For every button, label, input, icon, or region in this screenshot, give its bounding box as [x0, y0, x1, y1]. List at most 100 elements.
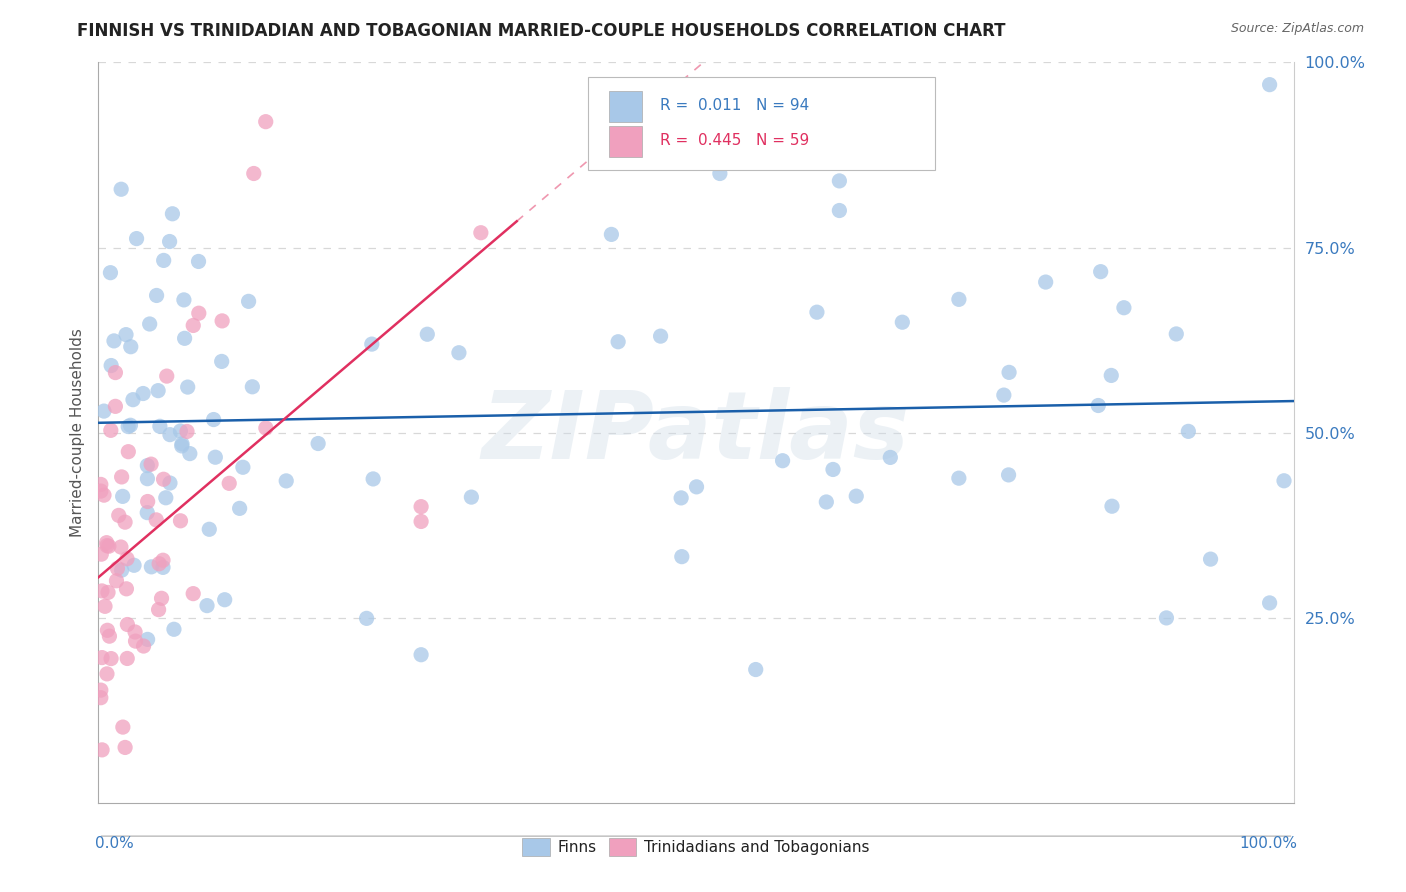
Point: [1035, 275, 1057, 289]
Point: [198, 522, 221, 536]
Point: [745, 663, 768, 677]
Point: [181, 587, 204, 601]
Point: [148, 557, 170, 571]
Point: [136, 506, 159, 520]
Point: [90, 683, 112, 698]
Point: [948, 471, 970, 485]
Point: [94, 599, 117, 614]
Point: [254, 421, 277, 435]
Point: [1156, 611, 1178, 625]
Point: [772, 453, 794, 467]
Point: [90, 690, 112, 705]
Point: [91, 743, 114, 757]
Point: [162, 207, 184, 221]
Point: [117, 617, 139, 632]
Point: [100, 266, 122, 280]
Point: [159, 235, 181, 249]
Point: [96, 539, 118, 553]
Point: [1087, 399, 1109, 413]
Point: [828, 203, 851, 218]
Point: [110, 182, 132, 196]
Point: [1258, 596, 1281, 610]
Point: [136, 632, 159, 647]
Point: [170, 437, 193, 451]
Point: [105, 574, 128, 588]
Point: [1177, 425, 1199, 439]
Point: [845, 489, 868, 503]
Point: [93, 488, 115, 502]
Point: [136, 494, 159, 508]
Point: [243, 166, 266, 180]
FancyBboxPatch shape: [589, 78, 935, 169]
Point: [90, 477, 112, 491]
Point: [447, 345, 470, 359]
Point: [132, 639, 155, 653]
Point: [195, 599, 218, 613]
Point: [411, 500, 433, 514]
Point: [669, 491, 692, 505]
Point: [806, 305, 828, 319]
Point: [100, 651, 122, 665]
FancyBboxPatch shape: [609, 91, 643, 121]
Point: [96, 535, 118, 549]
Point: [145, 288, 167, 302]
Point: [211, 354, 233, 368]
Point: [411, 648, 433, 662]
Point: [211, 314, 233, 328]
Point: [152, 253, 174, 268]
Point: [117, 419, 139, 434]
Point: [214, 592, 236, 607]
Point: [100, 423, 122, 437]
Point: [125, 231, 148, 245]
Point: [1101, 500, 1123, 514]
Point: [146, 384, 169, 398]
Point: [169, 514, 191, 528]
Point: [163, 622, 186, 636]
Point: [1258, 78, 1281, 92]
Y-axis label: Married-couple Households: Married-couple Households: [69, 328, 84, 537]
Legend: Finns, Trinidadians and Tobagonians: Finns, Trinidadians and Tobagonians: [516, 832, 876, 862]
Text: ZIPatlas: ZIPatlas: [482, 386, 910, 479]
Point: [122, 558, 145, 573]
Point: [361, 472, 384, 486]
Point: [96, 624, 118, 638]
Point: [110, 540, 132, 554]
Point: [91, 650, 114, 665]
Point: [891, 315, 914, 329]
Point: [948, 293, 970, 307]
Point: [97, 585, 120, 599]
Point: [411, 515, 433, 529]
FancyBboxPatch shape: [609, 126, 643, 157]
Point: [307, 436, 329, 450]
Point: [460, 490, 482, 504]
Point: [187, 254, 209, 268]
Point: [1166, 326, 1188, 341]
Point: [828, 174, 851, 188]
Point: [356, 611, 378, 625]
Point: [228, 501, 250, 516]
Point: [173, 331, 195, 345]
Text: FINNISH VS TRINIDADIAN AND TOBAGONIAN MARRIED-COUPLE HOUSEHOLDS CORRELATION CHAR: FINNISH VS TRINIDADIAN AND TOBAGONIAN MA…: [77, 22, 1005, 40]
Point: [117, 444, 139, 458]
Point: [91, 583, 114, 598]
Point: [132, 386, 155, 401]
Point: [1199, 552, 1222, 566]
Point: [149, 419, 172, 434]
Point: [240, 380, 263, 394]
Point: [879, 450, 901, 465]
Point: [176, 425, 198, 439]
Point: [98, 629, 121, 643]
Point: [238, 294, 260, 309]
Point: [170, 439, 193, 453]
Point: [169, 424, 191, 438]
Point: [97, 539, 120, 553]
Point: [276, 474, 298, 488]
Point: [145, 513, 167, 527]
Point: [107, 561, 129, 575]
Point: [709, 166, 731, 180]
Point: [114, 740, 136, 755]
Point: [232, 460, 254, 475]
Text: R =  0.445   N = 59: R = 0.445 N = 59: [661, 134, 810, 148]
Point: [821, 462, 844, 476]
Point: [600, 227, 623, 242]
